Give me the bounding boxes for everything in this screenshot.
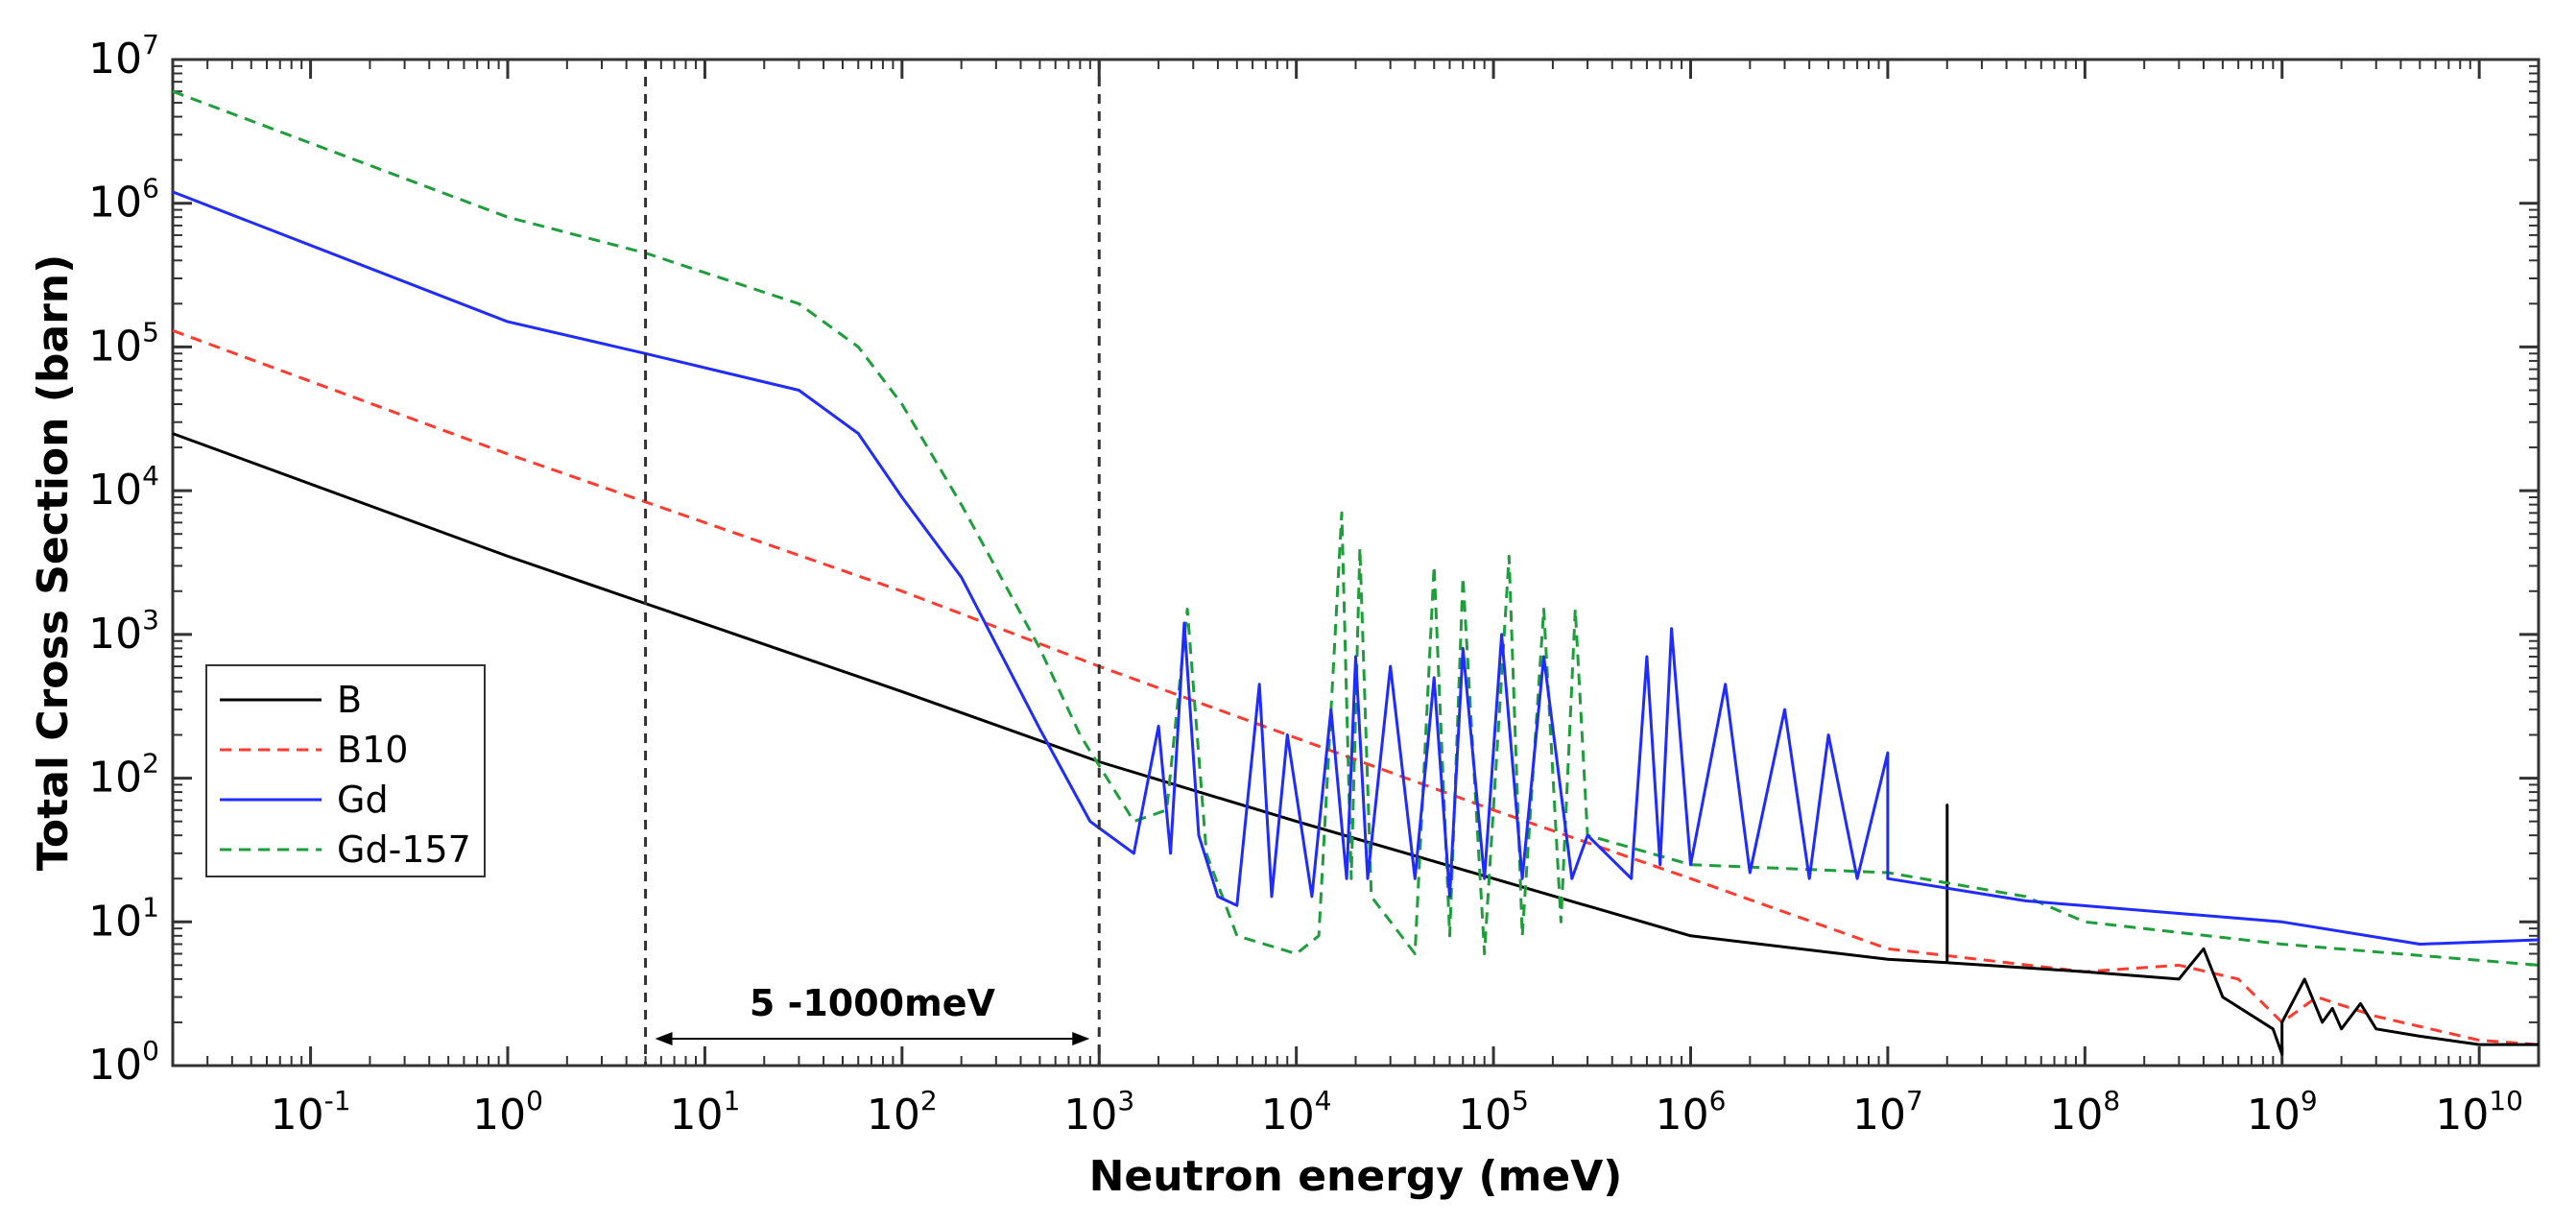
x-tick-exponent: 2 (920, 1085, 938, 1116)
x-tick-label: 107 (1852, 1085, 1923, 1140)
x-tick-label: 100 (472, 1085, 543, 1140)
x-tick-exponent: 3 (1117, 1085, 1134, 1116)
y-tick-exponent: 2 (142, 748, 159, 780)
x-tick-base: 10 (669, 1091, 723, 1140)
legend: B B10 Gd Gd-157 (205, 664, 486, 877)
x-tick-label: 106 (1656, 1085, 1727, 1140)
y-tick-base: 10 (88, 322, 142, 371)
x-tick-label: 105 (1458, 1085, 1529, 1140)
y-tick-label: 107 (88, 29, 159, 84)
major-ticks (173, 58, 2539, 1068)
range-arrowhead-left (655, 1032, 673, 1045)
x-tick-exponent: 9 (2301, 1085, 2318, 1116)
x-tick-exponent: 0 (526, 1085, 543, 1116)
x-tick-exponent: -1 (324, 1085, 351, 1116)
y-tick-base: 10 (88, 179, 142, 228)
range-annotation: 5 -1000meV (655, 982, 1090, 1045)
x-tick-base: 10 (1852, 1091, 1906, 1140)
x-tick-exponent: 7 (1906, 1085, 1923, 1116)
y-tick-base: 10 (88, 466, 142, 515)
series-line-gd (172, 190, 2540, 946)
legend-label: B (337, 679, 362, 721)
x-tick-base: 10 (867, 1091, 920, 1140)
x-tick-label: 103 (1063, 1085, 1134, 1140)
x-tick-base: 10 (1656, 1091, 1709, 1140)
y-tick-base: 10 (88, 1041, 142, 1090)
x-tick-base: 10 (2247, 1091, 2301, 1140)
x-tick-exponent: 10 (2489, 1085, 2523, 1116)
x-tick-exponent: 4 (1315, 1085, 1332, 1116)
x-tick-label: 1010 (2435, 1085, 2523, 1140)
x-tick-labels: 10-1 100 101 102 103 104 105 106 107 108 109 1010 (271, 1085, 2523, 1140)
x-tick-label: 102 (867, 1085, 938, 1140)
y-axis-title: Total Cross Section (barn) (29, 254, 78, 871)
y-tick-exponent: 5 (142, 316, 159, 348)
y-tick-label: 106 (88, 173, 159, 228)
x-tick-label: 108 (2049, 1085, 2120, 1140)
x-tick-base: 10 (271, 1091, 324, 1140)
y-tick-label: 103 (88, 604, 159, 659)
y-tick-base: 10 (88, 897, 142, 946)
y-tick-label: 102 (88, 748, 159, 803)
x-tick-exponent: 5 (1512, 1085, 1529, 1116)
y-tick-exponent: 3 (142, 604, 159, 636)
plot-frame-group (171, 58, 2540, 1068)
x-tick-base: 10 (1261, 1091, 1315, 1140)
x-tick-base: 10 (2435, 1091, 2489, 1140)
x-tick-label: 109 (2247, 1085, 2318, 1140)
y-tick-base: 10 (88, 754, 142, 803)
x-tick-label: 101 (669, 1085, 740, 1140)
y-tick-label: 101 (88, 891, 159, 946)
series-line-b (172, 432, 2539, 1056)
y-tick-exponent: 1 (142, 891, 159, 923)
x-tick-label: 10-1 (271, 1085, 351, 1140)
y-tick-label: 105 (88, 316, 159, 371)
range-label: 5 -1000meV (750, 982, 996, 1024)
series-layer (172, 89, 2540, 1056)
plot-frame (171, 58, 2540, 1068)
x-tick-base: 10 (1458, 1091, 1512, 1140)
y-tick-label: 100 (88, 1035, 159, 1090)
y-tick-base: 10 (88, 35, 142, 84)
y-tick-exponent: 7 (142, 29, 159, 60)
legend-label: B10 (337, 729, 408, 771)
minor-ticks (172, 60, 2540, 1066)
x-axis-title: Neutron energy (meV) (1089, 1152, 1623, 1201)
x-tick-base: 10 (1063, 1091, 1117, 1140)
y-tick-base: 10 (88, 610, 142, 659)
vertical-marker-lines (644, 60, 1101, 1066)
y-tick-exponent: 4 (142, 460, 159, 492)
legend-label: Gd-157 (337, 828, 471, 871)
legend-label: Gd (337, 779, 389, 821)
y-tick-label: 104 (88, 460, 159, 515)
x-tick-exponent: 8 (2103, 1085, 2120, 1116)
x-tick-exponent: 1 (723, 1085, 740, 1116)
series-line-b10 (172, 328, 2540, 1046)
y-tick-exponent: 6 (142, 173, 159, 204)
y-tick-exponent: 0 (142, 1035, 159, 1067)
x-tick-exponent: 6 (1709, 1085, 1727, 1116)
x-tick-label: 104 (1261, 1085, 1332, 1140)
x-tick-base: 10 (472, 1091, 526, 1140)
range-arrowhead-right (1072, 1032, 1090, 1045)
x-tick-base: 10 (2049, 1091, 2103, 1140)
